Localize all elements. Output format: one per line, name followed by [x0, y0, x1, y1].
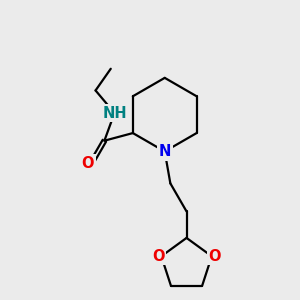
Text: N: N	[158, 144, 171, 159]
Text: O: O	[81, 156, 94, 171]
Text: O: O	[208, 249, 221, 264]
Text: NH: NH	[102, 106, 127, 121]
Text: O: O	[152, 249, 165, 264]
